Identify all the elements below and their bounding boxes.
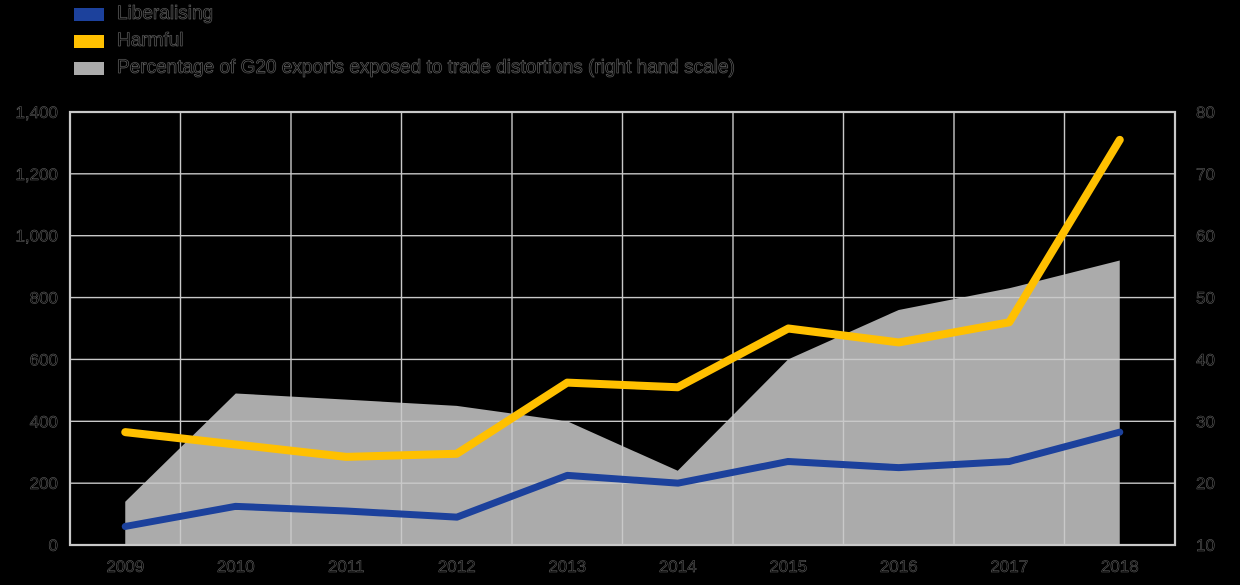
left-axis-tick-label: 1,000 [15,227,58,246]
area-series-exports-exposed [125,260,1120,545]
x-axis-tick-label: 2012 [438,557,476,576]
right-axis-tick-label: 50 [1196,289,1215,308]
right-axis-tick-label: 40 [1196,350,1215,369]
legend-label-harmful: Harmful [117,30,184,52]
right-axis-tick-label: 70 [1196,165,1215,184]
right-axis-tick-label: 80 [1196,103,1215,122]
legend-swatch-harmful [74,34,104,48]
x-axis-tick-label: 2016 [880,557,918,576]
left-axis-tick-label: 1,400 [15,103,58,122]
left-axis-tick-label: 1,200 [15,165,58,184]
right-axis-tick-label: 30 [1196,412,1215,431]
legend-label-exports-exposed: Percentage of G20 exports exposed to tra… [117,57,735,79]
x-axis-tick-label: 2018 [1101,557,1139,576]
x-axis-tick-label: 2017 [990,557,1028,576]
left-axis-tick-label: 0 [49,536,58,555]
line-series-harmful [121,135,1124,461]
right-axis-tick-label: 20 [1196,474,1215,493]
x-axis-tick-label: 2014 [659,557,697,576]
left-axis-tick-label: 200 [30,474,58,493]
left-axis-tick-label: 400 [30,412,58,431]
left-axis-tick-label: 600 [30,350,58,369]
legend-label-liberalising: Liberalising [117,3,214,25]
plot-border [68,110,1177,547]
line-series-liberalising [121,428,1124,530]
x-axis-tick-label: 2015 [769,557,807,576]
right-axis-tick-label: 60 [1196,227,1215,246]
right-axis-tick-label: 10 [1196,536,1215,555]
legend-item-liberalising: Liberalising [74,3,735,25]
legend-item-exports-exposed: Percentage of G20 exports exposed to tra… [74,57,735,79]
x-axis-tick-label: 2011 [328,557,365,576]
legend-swatch-exports-exposed [74,61,104,75]
legend-swatch-liberalising [74,7,104,21]
x-axis-tick-label: 2009 [106,557,144,576]
legend: Liberalising Harmful Percentage of G20 e… [74,3,735,87]
x-axis-tick-label: 2010 [217,557,255,576]
left-axis-tick-label: 800 [30,289,58,308]
legend-item-harmful: Harmful [74,30,735,52]
x-axis-tick-label: 2013 [548,557,586,576]
